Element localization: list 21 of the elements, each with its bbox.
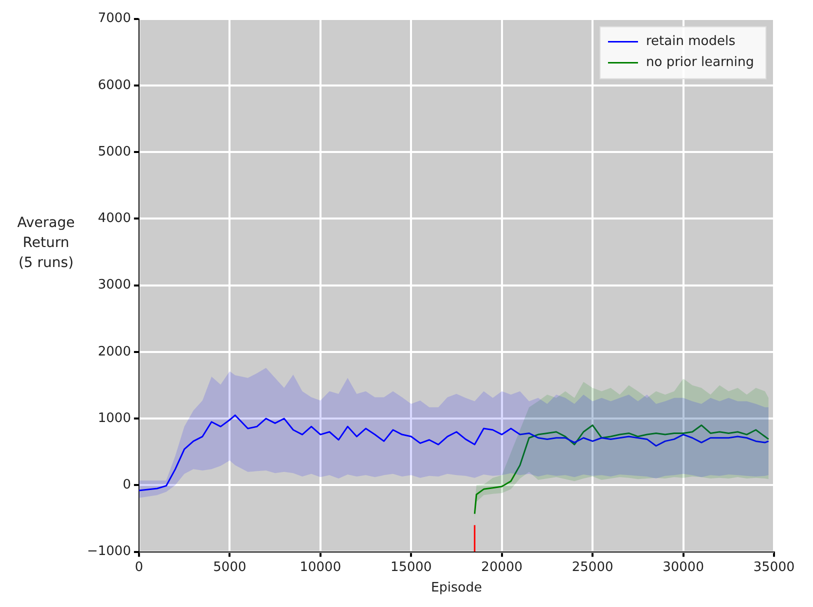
x-tick-label: 35000 [753,560,795,575]
y-tick-label: 4000 [98,211,131,226]
y-tick-label: 5000 [98,144,131,160]
x-tick-label: 10000 [300,560,342,575]
x-tick-label: 5000 [213,560,246,575]
legend-label: no prior learning [646,55,754,70]
x-tick-label: 20000 [481,560,523,575]
x-axis-title: Episode [430,580,482,596]
y-tick-label: −1000 [86,544,131,560]
legend-label: retain models [646,34,736,50]
y-tick-label: 3000 [98,278,131,293]
y-tick-label: 0 [122,478,131,493]
y-tick-label: 1000 [98,410,131,426]
y-tick-label: 2000 [98,344,131,360]
x-tick-label: 0 [134,560,144,575]
y-tick-label: 7000 [98,11,131,26]
x-tick-label: 25000 [572,560,614,575]
y-axis-title: Average Return (5 runs) [16,214,76,273]
x-tick-label: 15000 [390,560,432,575]
x-tick-label: 30000 [662,560,704,575]
y-tick-label: 6000 [98,78,131,93]
